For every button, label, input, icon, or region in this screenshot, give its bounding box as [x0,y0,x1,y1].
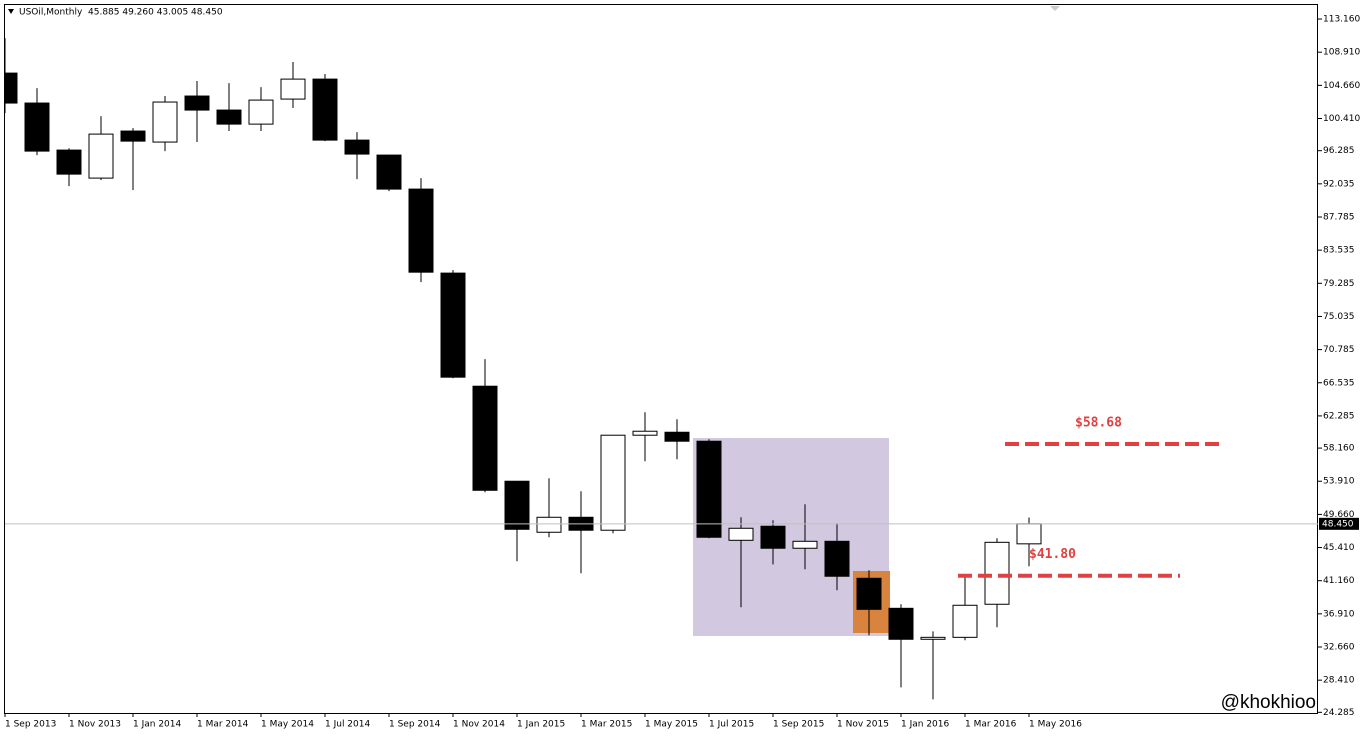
current-price-box [1319,517,1359,530]
y-tick-label: 28.410 [1323,676,1355,686]
y-tick-label: 45.410 [1323,543,1355,553]
level-label: $41.80 [1029,547,1076,562]
candle-body [632,430,658,436]
y-tick-label: 32.660 [1323,643,1355,653]
candle-body [248,99,274,125]
x-tick-label: 1 May 2015 [645,720,698,730]
x-tick-label: 1 Jan 2015 [517,720,565,730]
candle-body [760,525,786,549]
current-price-label: 48.450 [1322,519,1354,529]
candle-body [440,272,466,378]
y-tick-label: 58.160 [1323,444,1355,454]
y-tick-label: 41.160 [1323,576,1355,586]
candle-body [504,480,530,530]
candle-body [472,385,498,491]
y-tick-label: 70.785 [1323,345,1355,355]
candle-body [120,130,146,142]
candle-body [408,188,434,273]
x-tick-label: 1 May 2014 [261,720,314,730]
candle-body [984,541,1010,605]
candle-body [696,440,722,538]
x-tick-label: 1 Jul 2015 [709,720,754,730]
candle-body [664,431,690,442]
y-tick-label: 36.910 [1323,609,1355,619]
y-tick-label: 104.660 [1323,81,1360,91]
watermark: @khokhioo [1221,692,1316,713]
candle-body [920,636,946,640]
y-tick-label: 83.535 [1323,246,1355,256]
y-tick-label: 96.285 [1323,146,1355,156]
x-tick-label: 1 Mar 2014 [197,720,249,730]
y-tick-label: 75.035 [1323,312,1355,322]
candle-body [536,516,562,533]
candle-body [792,540,818,549]
x-tick-label: 1 Nov 2015 [837,720,889,730]
x-tick-label: 1 Jan 2016 [901,720,949,730]
x-tick-label: 1 Mar 2016 [965,720,1017,730]
y-tick-label: 66.535 [1323,378,1355,388]
chart-title: USOil,Monthly [19,8,83,18]
y-tick-label: 113.160 [1323,15,1360,25]
shift-marker [1050,6,1060,11]
candle-body [5,72,18,104]
candle-body [152,101,178,143]
x-tick-label: 1 Sep 2014 [389,720,441,730]
plot-frame [4,4,1318,714]
candle-body [88,133,114,179]
y-tick-label: 100.410 [1323,114,1360,124]
candle-body [24,102,50,152]
y-tick-label: 79.285 [1323,279,1355,289]
ohlc-info: 45.885 49.260 43.005 48.450 [88,8,223,18]
candle-body [728,527,754,541]
candle-body [376,154,402,190]
candle-body [600,434,626,531]
candle-body [216,109,242,125]
x-tick-label: 1 Jan 2014 [133,720,181,730]
candle-body [280,78,306,100]
candle-body [184,95,210,111]
candle-body [856,577,882,610]
candle-body [888,607,914,640]
y-tick-label: 108.910 [1323,48,1360,58]
level-label: $58.68 [1075,416,1122,431]
y-tick-label: 87.785 [1323,212,1355,222]
candle-body [344,139,370,155]
x-tick-label: 1 Nov 2013 [69,720,121,730]
y-tick-label: 49.660 [1323,510,1355,520]
x-tick-label: 1 Mar 2015 [581,720,632,730]
y-tick-label: 53.910 [1323,477,1355,487]
candle-body [1016,523,1042,545]
x-tick-label: 1 Jul 2014 [325,720,370,730]
candle-body [952,604,978,638]
x-tick-label: 1 Nov 2014 [453,720,505,730]
y-tick-label: 24.285 [1323,708,1355,718]
x-tick-label: 1 Sep 2013 [5,720,56,730]
x-tick-label: 1 May 2016 [1029,720,1082,730]
candle-body [56,149,82,175]
candle-body [824,540,850,577]
candle-body [312,78,338,141]
x-tick-label: 1 Sep 2015 [773,720,824,730]
candles [5,38,1042,700]
y-tick-label: 92.035 [1323,179,1355,189]
y-tick-label: 62.285 [1323,411,1355,421]
menu-arrow [8,9,14,14]
